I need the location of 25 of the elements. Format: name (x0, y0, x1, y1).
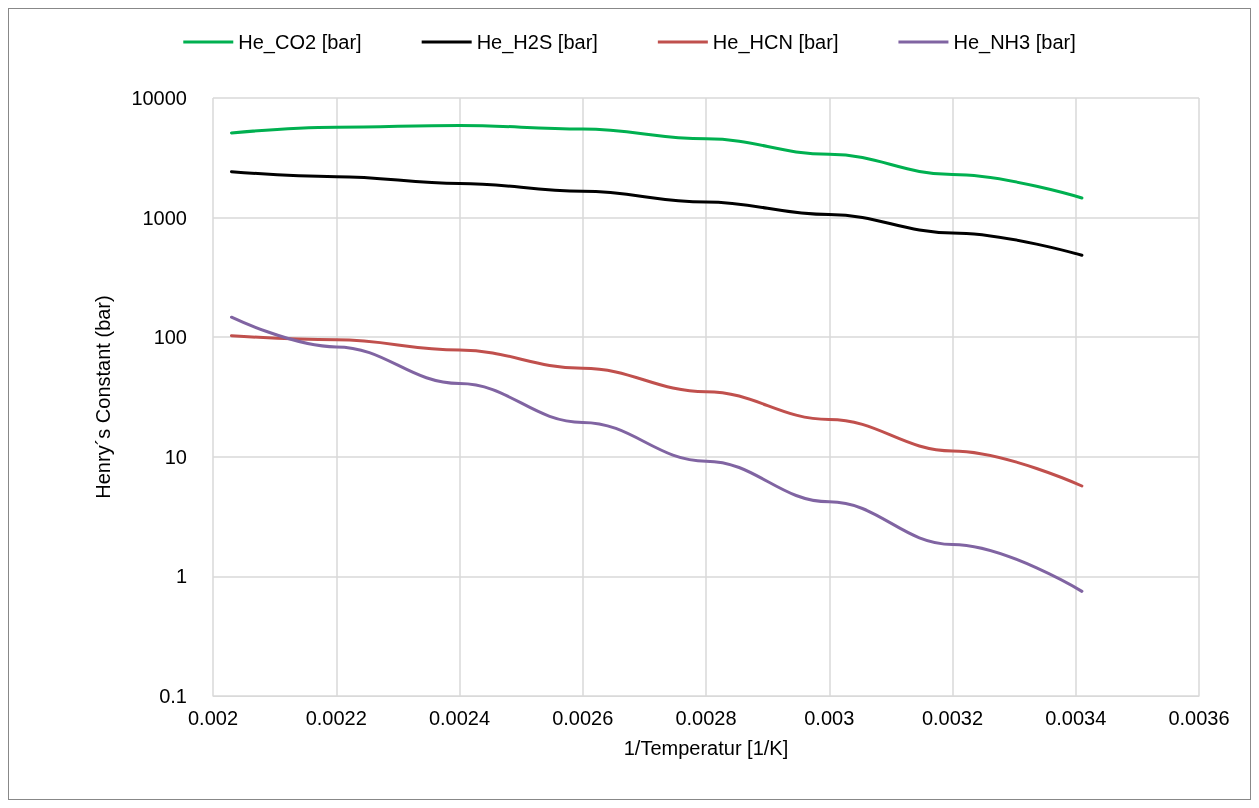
x-tick-label: 0.0034 (1045, 707, 1107, 729)
legend-label: He_H2S [bar] (476, 31, 598, 54)
y-axis-title: Henry´s Constant (bar) (92, 295, 114, 499)
x-tick-label: 0.0028 (675, 707, 737, 729)
line-series (229, 315, 1084, 593)
x-tick-label: 0.0024 (428, 707, 491, 729)
legend-label: He_HCN [bar] (712, 31, 839, 54)
x-tick-label: 0.0036 (1168, 707, 1230, 729)
legend-label: He_NH3 [bar] (953, 31, 1076, 54)
y-tick-label: 0.1 (159, 685, 187, 707)
y-tick-label: 100 (153, 326, 187, 349)
legend-label: He_CO2 [bar] (238, 31, 362, 54)
x-tick-label: 0.0032 (921, 707, 984, 729)
y-tick-label: 10 (164, 445, 187, 468)
y-tick-label: 10000 (131, 87, 187, 109)
x-tick-label: 0.002 (187, 707, 239, 729)
y-tick-label: 1 (175, 565, 187, 588)
x-axis-title: 1/Temperatur [1/K] (623, 737, 789, 759)
line-series (229, 123, 1084, 200)
line-series (229, 170, 1084, 257)
x-tick-label: 0.0022 (305, 707, 367, 729)
line-series (229, 334, 1084, 488)
x-tick-label: 0.003 (804, 707, 855, 729)
y-tick-label: 1000 (142, 206, 187, 229)
x-tick-label: 0.0026 (552, 707, 614, 729)
